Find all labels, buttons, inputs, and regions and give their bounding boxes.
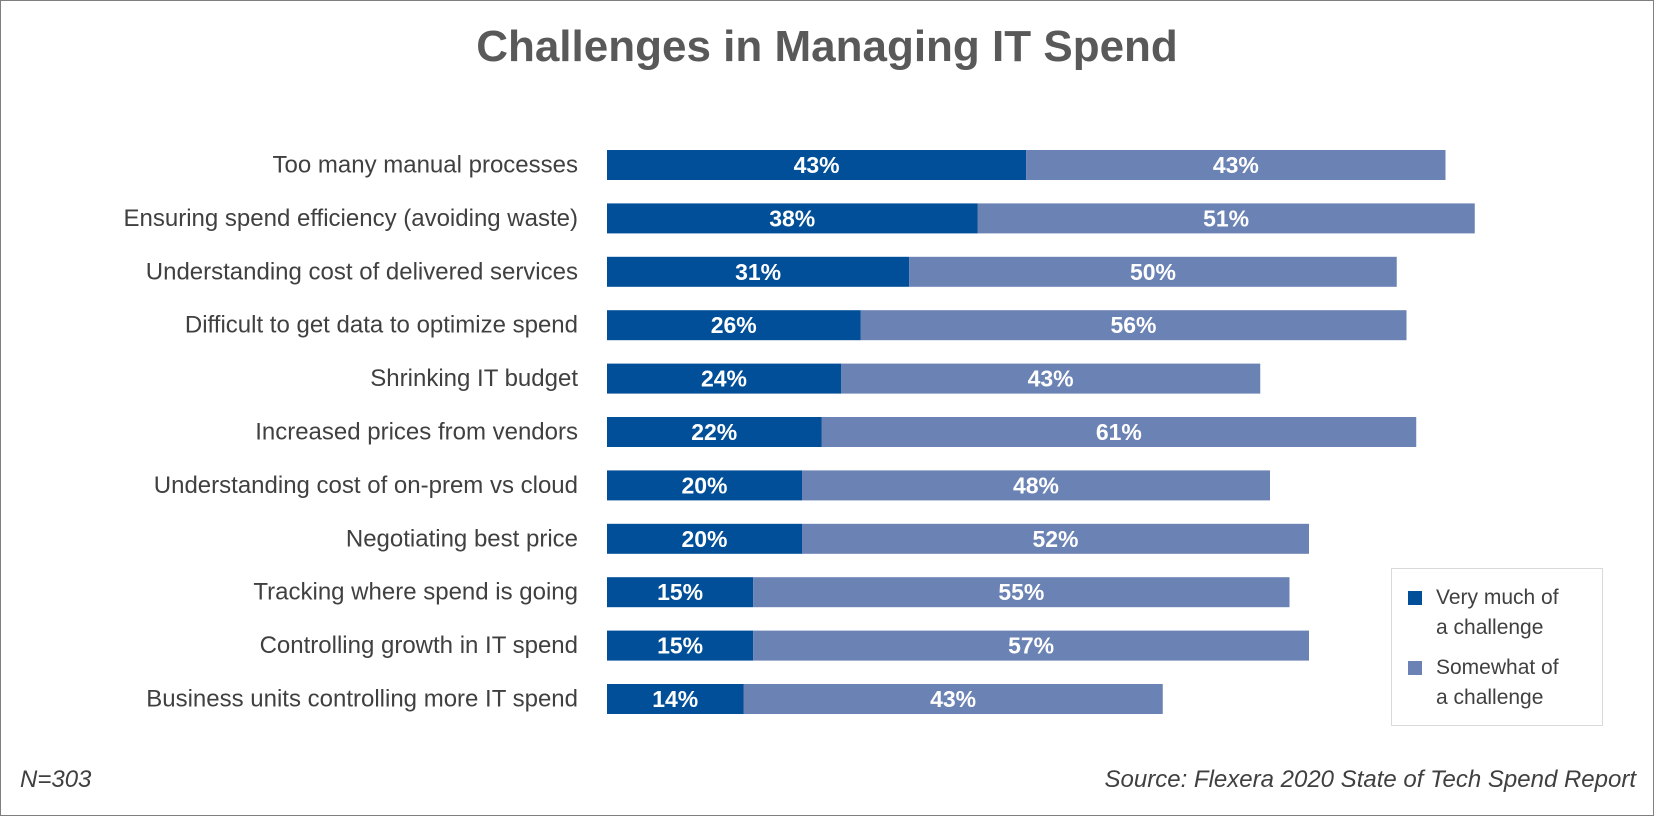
value-label-very-much: 15% bbox=[657, 633, 703, 659]
bar-very-much bbox=[607, 684, 744, 714]
value-label-somewhat: 52% bbox=[1032, 526, 1078, 552]
bar-somewhat bbox=[860, 310, 1407, 341]
legend-swatch-somewhat bbox=[1408, 661, 1422, 675]
value-label-somewhat: 43% bbox=[930, 686, 976, 712]
legend-item-somewhat: Somewhat of a challenge bbox=[1408, 653, 1586, 713]
value-label-very-much: 26% bbox=[711, 312, 757, 338]
bar-somewhat bbox=[977, 203, 1475, 234]
bar-very-much bbox=[607, 256, 910, 287]
legend-item-very-much: Very much of a challenge bbox=[1408, 583, 1586, 643]
value-label-very-much: 38% bbox=[769, 205, 815, 231]
value-label-very-much: 24% bbox=[701, 366, 747, 392]
bar-somewhat bbox=[821, 417, 1417, 447]
bar-very-much bbox=[607, 150, 1027, 180]
bar-very-much bbox=[607, 523, 802, 554]
value-label-very-much: 14% bbox=[652, 686, 698, 712]
category-label: Negotiating best price bbox=[346, 525, 578, 552]
bar-very-much bbox=[607, 417, 822, 447]
value-label-somewhat: 55% bbox=[998, 579, 1044, 605]
category-label: Increased prices from vendors bbox=[255, 419, 578, 446]
source-note: Source: Flexera 2020 State of Tech Spend… bbox=[1104, 766, 1636, 793]
category-label: Tracking where spend is going bbox=[253, 579, 578, 606]
value-label-somewhat: 43% bbox=[1213, 152, 1259, 178]
bar-very-much bbox=[607, 470, 802, 501]
value-label-very-much: 43% bbox=[794, 152, 840, 178]
value-label-very-much: 15% bbox=[657, 579, 703, 605]
legend-label-very-much: Very much of a challenge bbox=[1436, 586, 1559, 639]
bar-somewhat bbox=[802, 523, 1309, 554]
bar-somewhat bbox=[1026, 150, 1446, 180]
value-label-very-much: 22% bbox=[691, 419, 737, 445]
bar-somewhat bbox=[743, 684, 1163, 714]
bar-very-much bbox=[607, 630, 754, 661]
bar-somewhat bbox=[753, 630, 1309, 661]
category-label: Too many manual processes bbox=[273, 152, 578, 179]
legend: Very much of a challenge Somewhat of a cha… bbox=[1391, 568, 1603, 726]
value-label-somewhat: 57% bbox=[1008, 633, 1054, 659]
value-label-somewhat: 48% bbox=[1013, 472, 1059, 498]
bar-very-much bbox=[607, 363, 841, 394]
bar-somewhat bbox=[841, 363, 1261, 394]
bar-very-much bbox=[607, 203, 978, 234]
chart-title: Challenges in Managing IT Spend bbox=[476, 22, 1178, 71]
legend-label-somewhat: Somewhat of a challenge bbox=[1436, 656, 1559, 709]
legend-swatch-very-much bbox=[1408, 591, 1422, 605]
category-label: Difficult to get data to optimize spend bbox=[185, 312, 578, 339]
value-label-very-much: 31% bbox=[735, 259, 781, 285]
bar-somewhat bbox=[802, 470, 1270, 501]
category-label: Business units controlling more IT spend bbox=[146, 686, 578, 713]
category-label: Controlling growth in IT spend bbox=[260, 632, 578, 659]
bar-somewhat bbox=[753, 577, 1290, 608]
category-label: Ensuring spend efficiency (avoiding wast… bbox=[124, 205, 578, 232]
bar-very-much bbox=[607, 577, 754, 608]
value-label-somewhat: 51% bbox=[1203, 205, 1249, 231]
value-label-very-much: 20% bbox=[681, 472, 727, 498]
sample-size-note: N=303 bbox=[20, 766, 92, 793]
value-label-somewhat: 50% bbox=[1130, 259, 1176, 285]
value-label-very-much: 20% bbox=[681, 526, 727, 552]
value-label-somewhat: 61% bbox=[1096, 419, 1142, 445]
bar-somewhat bbox=[909, 256, 1397, 287]
value-label-somewhat: 56% bbox=[1110, 312, 1156, 338]
bar-very-much bbox=[607, 310, 861, 341]
value-label-somewhat: 43% bbox=[1028, 366, 1074, 392]
category-label: Understanding cost of on-prem vs cloud bbox=[154, 472, 578, 499]
category-label: Shrinking IT budget bbox=[370, 365, 578, 392]
category-label: Understanding cost of delivered services bbox=[146, 258, 578, 285]
